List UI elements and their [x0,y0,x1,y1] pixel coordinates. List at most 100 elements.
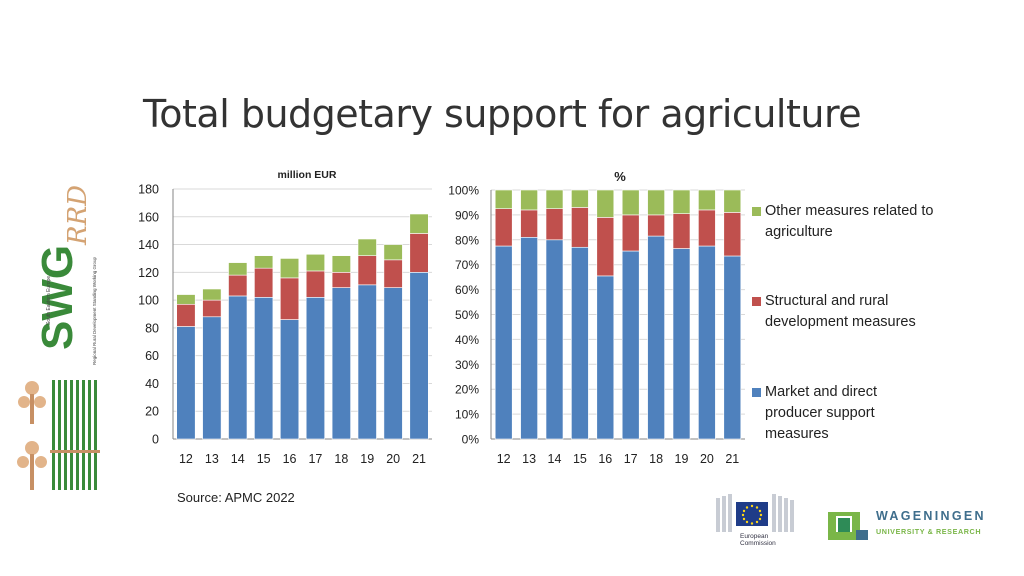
bar-market [520,237,538,440]
swg-subtitle-1: South Eastern Europe [46,276,52,325]
swg-rrd-logo: SWG RRD South Eastern Europe Regional Ru… [17,185,100,490]
x-tick-label: 15 [257,452,271,466]
bar-market [494,245,513,440]
bar-structural [254,267,274,298]
chart-title: million EUR [278,169,337,181]
x-tick-label: 13 [205,452,219,466]
x-tick-label: 21 [412,452,426,466]
bar-structural [202,299,222,318]
y-tick-label: 70% [455,258,479,272]
y-tick-label: 60% [455,283,479,297]
x-tick-label: 19 [360,452,374,466]
chart-percent: 0% 10% 20% 30% 40% 50% 60% 70% 80% 90% 100%% 12 13 14… [448,169,745,466]
bar-structural [596,217,615,277]
bar-market [596,275,615,440]
bar-market [409,272,429,440]
page-title: Total budgetary support for agriculture [143,92,862,136]
legend-swatch-structural [752,297,761,306]
bar-other [357,238,377,256]
x-tick-label: 20 [700,452,714,466]
wur-emblem-icon [828,512,868,540]
bar-other [545,189,564,209]
legend-swatch-market [752,388,761,397]
bar-other [698,189,716,211]
x-tick-label: 15 [573,452,587,466]
bar-market [357,284,377,440]
x-tick-label: 19 [675,452,689,466]
bar-other [279,258,300,279]
swg-script-text: RRD [63,185,93,246]
x-tick-label: 18 [649,452,663,466]
bar-structural [647,214,665,237]
bar-structural [621,214,640,252]
bar-other [723,189,742,213]
bar-other [383,244,403,261]
x-tick-label: 16 [283,452,297,466]
x-tick-label: 12 [179,452,193,466]
x-tick-label: 17 [308,452,322,466]
y-tick-label: 20% [455,383,479,397]
x-tick-label: 16 [598,452,612,466]
bar-structural [545,208,564,241]
bar-other [331,255,351,273]
y-tick-label: 40% [455,333,479,347]
bar-structural [520,209,538,238]
ec-building-icon [716,494,794,532]
bar-structural [409,233,429,273]
bar-other [202,288,222,301]
tree-icon [17,381,47,490]
x-tick-label: 21 [725,452,739,466]
bar-market [723,255,742,440]
bar-structural [383,259,403,288]
bar-market [279,319,300,440]
y-tick-label: 100% [448,184,479,198]
bar-market [202,316,222,440]
x-tick-label: 20 [386,452,400,466]
bar-market [621,250,640,440]
y-tick-label: 30% [455,358,479,372]
bar-other [409,213,429,234]
bar-market [176,326,196,440]
x-tick-label: 14 [548,452,562,466]
y-tick-label: 0 [152,433,159,447]
bar-market [647,235,665,440]
bar-market [254,297,274,440]
bar-structural [672,213,691,249]
ec-label: European Commission [740,533,776,547]
bar-other [520,189,538,211]
legend-label-market: Market and direct producer support measu… [765,384,878,442]
bar-structural [723,212,742,257]
bar-market [331,287,351,440]
bar-other [254,255,274,269]
y-tick-label: 20 [145,405,159,419]
y-tick-label: 40 [145,377,159,391]
bar-structural [176,303,196,327]
bar-other [494,189,513,209]
swg-main-text: SWG [33,245,82,350]
bar-other [621,189,640,216]
y-tick-label: 140 [138,238,159,252]
chart-million-eur: 0 20 40 60 80 100 120 140 160 180 million EUR 12 13 1… [138,169,432,466]
y-tick-label: 10% [455,408,479,422]
bar-structural [279,277,300,320]
bar-structural [331,272,351,288]
legend-swatch-other [752,207,761,216]
european-commission-logo: European Commission [714,490,820,558]
bar-structural [357,255,377,286]
y-tick-label: 60 [145,349,159,363]
y-tick-label: 180 [138,183,159,197]
source-note: Source: APMC 2022 [177,490,295,505]
legend-label-structural: Structural and rural development measure… [765,293,916,330]
x-tick-label: 17 [624,452,638,466]
bar-other [305,253,326,272]
x-tick-label: 13 [522,452,536,466]
y-tick-label: 160 [138,210,159,224]
y-tick-label: 100 [138,294,159,308]
bar-market [698,245,716,440]
y-tick-label: 90% [455,208,479,222]
bar-market [228,295,248,440]
bar-structural [698,209,716,247]
swg-subtitle-2: Regional Rural Development Standing Work… [92,257,97,365]
y-tick-label: 0% [462,433,480,447]
